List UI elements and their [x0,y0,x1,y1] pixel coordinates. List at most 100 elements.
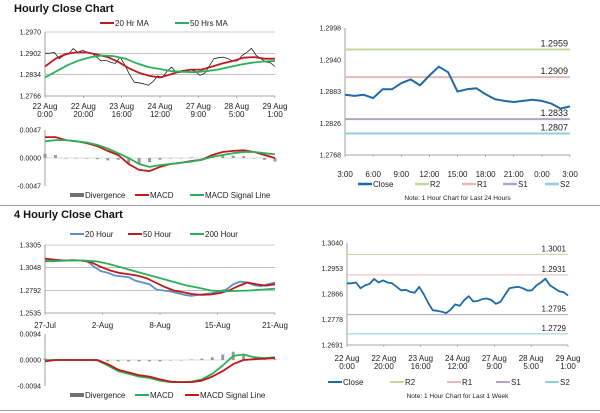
divergence-bar [74,158,78,159]
divergence-bar [85,158,89,159]
divergence-bar [242,354,246,360]
divergence-bar [242,156,246,158]
divergence-bar [137,158,141,164]
divergence-bar [168,360,172,361]
y-tick-label: 1.2834 [20,72,42,79]
divergence-bar [43,153,47,158]
legend-label: Divergence [85,191,126,200]
divergence-bar [221,354,225,360]
legend-label: R1 [477,180,488,189]
legend-label: Divergence [85,391,126,400]
series-line-close [347,277,569,315]
legend-label: MACD [150,191,174,200]
legend-label: S2 [560,378,570,387]
x-tick-label: 22 Aug 0:00 [33,102,58,119]
divergence-bar [137,360,141,362]
level-label-r1: 1.2931 [542,265,567,274]
series-line-macd-signal-line [44,139,276,168]
divergence-bar [127,360,131,362]
y-tick-label: 0.0047 [20,128,42,135]
x-tick-label: 29 Aug 1:00 [263,102,288,119]
y-tick-label: 0.0000 [20,358,42,365]
divergence-bar [106,158,110,161]
level-label-r2: 1.3001 [542,244,567,253]
x-tick-label: 9:00 [393,170,409,179]
y-tick-label: 1.2826 [320,121,342,128]
divergence-bar [273,359,277,360]
divergence-bar [127,158,131,164]
legend-label: R2 [405,378,416,387]
y-tick-label: 1.2953 [322,266,344,273]
y-tick-label: 1.2768 [320,153,342,160]
y-tick-label: 1.3048 [20,265,42,272]
x-tick-label: 6:00 [365,170,381,179]
x-tick-label: 27 Aug 9:00 [186,102,211,119]
legend-label: 50 Hour [143,230,172,239]
x-tick-label: 15:00 [447,170,468,179]
x-tick-label: 0:00 [534,170,550,179]
divergence-bar [189,359,193,360]
legend-label: S2 [560,180,570,189]
legend-swatch [70,193,84,197]
legend-label: S1 [518,180,528,189]
y-tick-label: 1.2883 [320,89,342,96]
legend-label: R1 [462,378,473,387]
x-tick-label: 29 Aug 1:00 [556,354,581,371]
x-tick-label: 8-Aug [149,321,170,330]
legend-label: 20 Hour [85,230,114,239]
y-tick-label: 0.0094 [20,332,42,339]
x-tick-label: 28 Aug 5:00 [224,102,249,119]
x-tick-label: 27-Jul [34,321,56,330]
y-tick-label: 1.2970 [20,30,42,37]
x-tick-label: 24 Aug 12:00 [445,354,470,371]
divergence-bar [148,158,152,163]
divergence-bar [158,158,162,160]
x-tick-label: 22 Aug 20:00 [71,102,96,119]
legend-label: Close [343,378,364,387]
y-tick-label: 1.2766 [20,94,42,101]
x-tick-label: 12:00 [419,170,440,179]
divergence-bar [158,360,162,362]
hourly-chart-title: Hourly Close Chart [14,3,114,15]
series-line-50-hrs-ma [44,54,276,79]
bottom-divider [0,410,600,411]
series-line-close [344,65,571,110]
y-tick-label: 1.2902 [20,51,42,58]
divergence-bar [179,360,183,361]
divergence-bar [116,158,120,160]
section-divider [0,205,600,206]
legend-label: MACD [150,391,174,400]
x-tick-label: 22 Aug 0:00 [335,354,360,371]
series-line-price [45,47,276,86]
divergence-bar [200,158,204,159]
x-tick-label: 24 Aug 12:00 [148,102,173,119]
x-tick-label: 22 Aug 20:00 [371,354,396,371]
y-tick-label: 1.2998 [320,26,342,33]
level-label-s1: 1.2795 [542,305,567,314]
y-tick-label: 1.2778 [322,317,344,324]
level-label-s2: 1.2729 [542,324,567,333]
series-line-macd-signal-line [44,357,276,384]
x-tick-label: 2-Aug [92,321,113,330]
x-tick-label: 15-Aug [205,321,231,330]
chart-note: Note: 1 Hour Chart for Last 24 Hours [404,195,511,202]
legend-label: R2 [430,180,441,189]
divergence-bar [106,360,110,362]
level-label-s1: 1.2833 [540,108,568,118]
x-tick-label: 28 Aug 5:00 [519,354,544,371]
legend-label: 200 Hour [205,230,238,239]
divergence-bar [273,158,277,162]
y-tick-label: 1.3040 [322,241,344,248]
legend-swatch [70,393,84,397]
legend-label: 20 Hr MA [115,19,149,28]
y-tick-label: -0.0094 [17,384,41,391]
series-line-200-hour [44,259,276,293]
level-label-r2: 1.2959 [540,39,568,49]
series-line-20-hr-ma [44,51,275,79]
x-tick-label: 23 Aug 16:00 [109,102,134,119]
y-tick-label: 1.2691 [322,343,344,350]
y-tick-label: 1.3305 [20,243,42,250]
series-line-macd [45,353,276,384]
divergence-bar [179,158,183,159]
